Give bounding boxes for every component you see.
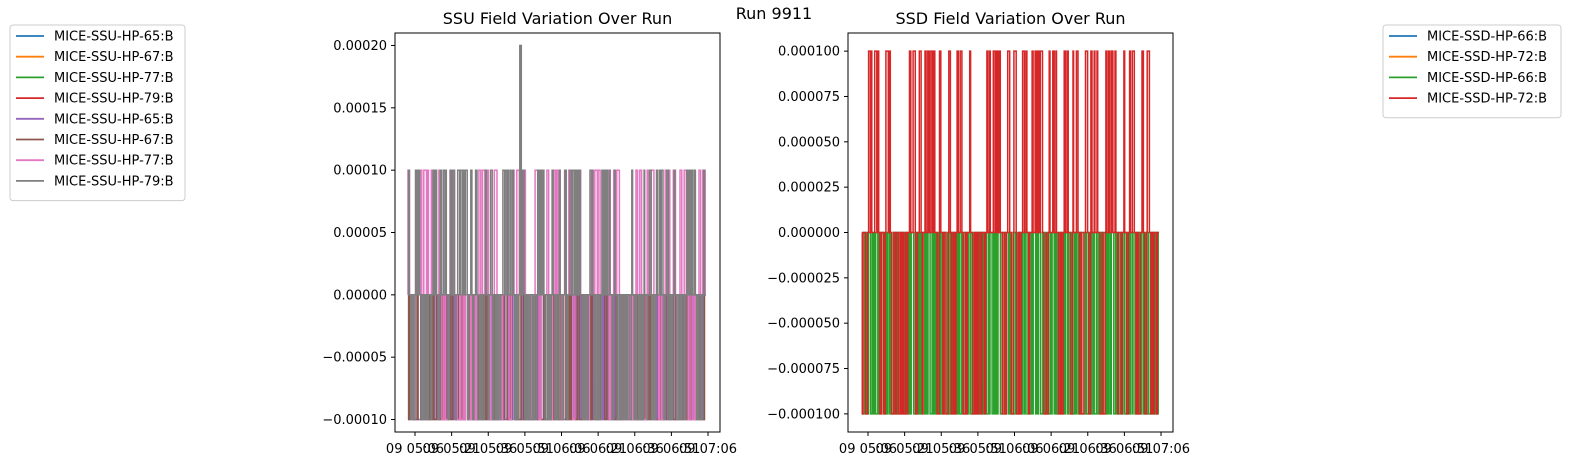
x-tick-label: 09 07:06 [1132, 442, 1190, 457]
ssu-chart: SSU Field Variation Over Run −0.00010 −0.0… [322, 9, 737, 457]
ssd-chart: SSD Field Variation Over Run −0.000100 −0.… [767, 9, 1190, 457]
ssu-legend: MICE-SSU-HP-65:B MICE-SSU-HP-67:B MICE-SSU… [9, 24, 186, 202]
legend-label: MICE-SSU-HP-79:B [54, 174, 174, 189]
legend-label: MICE-SSU-HP-65:B [54, 112, 174, 127]
legend-label: MICE-SSD-HP-66:B [1427, 30, 1547, 45]
x-tick-label: 09 06:36 [606, 442, 664, 457]
x-tick-label: 09 05:36 [459, 442, 517, 457]
y-tick-label: −0.00005 [322, 351, 387, 366]
legend-label: MICE-SSU-HP-65:B [54, 30, 174, 45]
legend-frame [1382, 24, 1562, 119]
y-tick-label: −0.000100 [767, 407, 840, 422]
plot-area [407, 44, 707, 421]
x-tick-label: 09 05:36 [912, 442, 970, 457]
y-tick-label: 0.00000 [333, 288, 387, 303]
chart-title: SSD Field Variation Over Run [895, 9, 1125, 28]
y-tick-label: 0.000100 [778, 45, 840, 60]
x-tick-label: 09 05:06 [386, 442, 444, 457]
y-tick-label: 0.00010 [333, 164, 387, 179]
y-tick-label: 0.000025 [778, 181, 840, 196]
y-tick-label: 0.000050 [778, 135, 840, 150]
x-tick-label: 09 05:06 [839, 442, 897, 457]
legend-label: MICE-SSD-HP-66:B [1427, 71, 1547, 86]
legend-label: MICE-SSU-HP-67:B [54, 133, 174, 148]
y-tick-label: 0.000075 [778, 90, 840, 105]
series-line [861, 50, 1159, 415]
x-tick-label: 09 05:21 [876, 442, 934, 457]
x-tick-label: 09 06:06 [532, 442, 590, 457]
legend-label: MICE-SSU-HP-77:B [54, 154, 174, 169]
x-tick-label: 09 06:21 [1022, 442, 1080, 457]
y-tick-label: 0.000000 [778, 226, 840, 241]
y-tick-label: −0.000025 [767, 271, 840, 286]
y-tick-label: 0.00020 [333, 39, 387, 54]
ssd-legend: MICE-SSD-HP-66:B MICE-SSD-HP-72:B MICE-SSD… [1382, 24, 1562, 119]
x-tick-label: 09 06:36 [1059, 442, 1117, 457]
x-tick-label: 09 06:51 [1095, 442, 1153, 457]
legend-label: MICE-SSU-HP-67:B [54, 50, 174, 65]
x-tick-label: 09 06:21 [569, 442, 627, 457]
legend-label: MICE-SSD-HP-72:B [1427, 92, 1547, 107]
y-tick-label: 0.00005 [333, 226, 387, 241]
x-tick-label: 09 05:51 [949, 442, 1007, 457]
legend-label: MICE-SSD-HP-72:B [1427, 50, 1547, 65]
x-tick-label: 09 05:21 [423, 442, 481, 457]
legend-frame [9, 24, 186, 202]
plot-area [861, 50, 1159, 415]
x-tick-label: 09 07:06 [679, 442, 737, 457]
chart-title: SSU Field Variation Over Run [443, 9, 672, 28]
y-tick-label: −0.00010 [322, 413, 387, 428]
legend-label: MICE-SSU-HP-77:B [54, 71, 174, 86]
x-tick-label: 09 06:06 [985, 442, 1043, 457]
series-line [407, 44, 707, 421]
legend-label: MICE-SSU-HP-79:B [54, 92, 174, 107]
y-tick-label: −0.000075 [767, 362, 840, 377]
figure-title: Run 9911 [736, 4, 812, 23]
x-tick-label: 09 05:51 [496, 442, 554, 457]
x-tick-label: 09 06:51 [642, 442, 700, 457]
y-tick-label: −0.000050 [767, 317, 840, 332]
y-tick-label: 0.00015 [333, 101, 387, 116]
